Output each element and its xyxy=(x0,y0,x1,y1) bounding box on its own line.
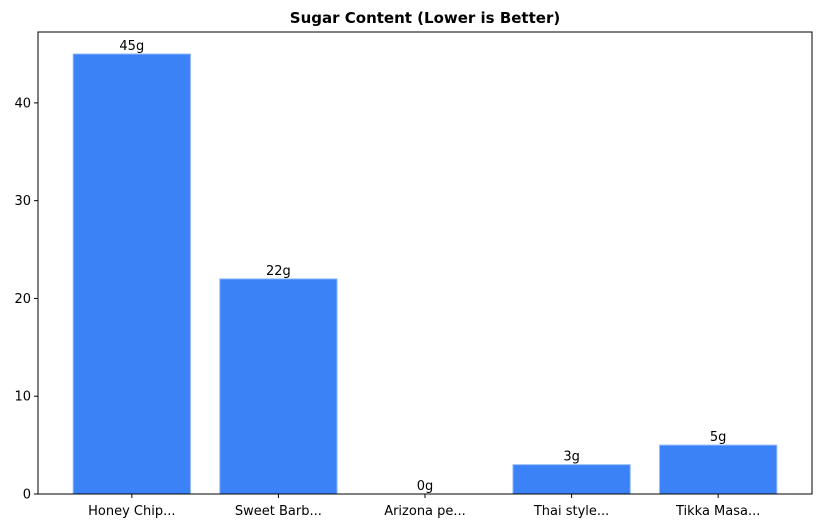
y-tick-label: 30 xyxy=(14,194,31,209)
chart-title: Sugar Content (Lower is Better) xyxy=(290,9,560,27)
y-tick-label: 20 xyxy=(14,292,31,307)
x-tick-label: Arizona pe... xyxy=(384,504,466,519)
value-label: 5g xyxy=(710,430,727,445)
bar xyxy=(219,278,338,495)
bar xyxy=(512,464,631,495)
y-tick-label: 10 xyxy=(14,390,31,405)
x-tick-label: Thai style... xyxy=(533,504,609,519)
x-tick-label: Tikka Masa... xyxy=(675,504,760,519)
value-label: 45g xyxy=(119,39,144,54)
x-tick-label: Sweet Barb... xyxy=(235,504,322,519)
value-label: 22g xyxy=(266,264,291,279)
value-label: 3g xyxy=(563,450,580,465)
bar xyxy=(659,444,778,495)
y-tick-label: 40 xyxy=(14,96,31,111)
plot-frame xyxy=(37,31,813,495)
value-label: 0g xyxy=(417,479,434,494)
bar xyxy=(72,53,191,495)
x-tick-label: Honey Chip... xyxy=(88,504,175,519)
y-tick-label: 0 xyxy=(23,488,31,503)
